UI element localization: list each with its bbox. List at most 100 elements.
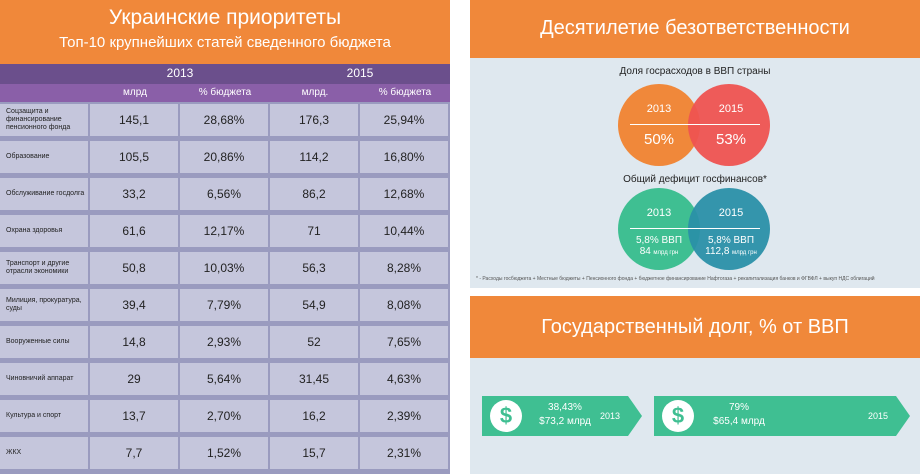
- value-2013: 39,4: [122, 298, 146, 312]
- cell-background: [270, 400, 358, 432]
- cell-background: [90, 141, 178, 173]
- percent-2013: 5,64%: [206, 372, 242, 386]
- debt-pct-2013: 38,43%: [548, 402, 582, 413]
- row-label: Образование: [6, 152, 50, 160]
- dollar-icon: $: [490, 400, 522, 432]
- percent-2013: 6,56%: [206, 187, 242, 201]
- row-label: Соцзащита и финансирование пенсионного ф…: [6, 107, 71, 132]
- table-row: Обслуживание госдолга 33,2 6,56% 86,2 12,68%: [0, 176, 450, 212]
- value-2013: 14,8: [122, 335, 146, 349]
- value-2013: 105,5: [118, 150, 150, 164]
- divider: [630, 228, 760, 229]
- debt-pct-2015: 79%: [728, 402, 749, 413]
- cell-background: [270, 326, 358, 358]
- debt-year-2013: 2013: [600, 411, 621, 421]
- divider: [630, 124, 760, 125]
- cell-background: [360, 400, 448, 432]
- value-2013: 145,1: [118, 113, 150, 127]
- percent-2015: 7,65%: [386, 335, 422, 349]
- cell-background: [0, 289, 88, 321]
- deficit-2013-details: 5,8% ВВП 84 млрд грн: [624, 235, 694, 257]
- percent-2015: 2,31%: [386, 446, 422, 460]
- cell-background: [0, 326, 88, 358]
- cell-background: [360, 215, 448, 247]
- cell-background: [180, 178, 268, 210]
- cell-background: [90, 104, 178, 136]
- deficit-2015-details: 5,8% ВВП 112,8 млрд грн: [696, 235, 766, 257]
- debt-panel: Государственный долг, % от ВВП $ 38,43% …: [470, 296, 920, 474]
- cell-background: [270, 104, 358, 136]
- cell-background: [0, 437, 88, 469]
- year-2015-label: 2015: [346, 66, 374, 80]
- cell-background: [270, 215, 358, 247]
- row-label: Вооруженные силы: [6, 337, 70, 345]
- value-2013: 50,8: [122, 261, 146, 275]
- cell-background: [270, 363, 358, 395]
- percent-2013: 10,03%: [203, 261, 245, 275]
- cell-background: [360, 178, 448, 210]
- row-label: Транспорт и другие отрасли экономики: [6, 259, 70, 275]
- cell-background: [90, 178, 178, 210]
- year-2013-label: 2013: [166, 66, 194, 80]
- cell-background: [0, 215, 88, 247]
- percent-2015: 10,44%: [383, 224, 425, 238]
- share-value-2013: 50%: [643, 131, 675, 148]
- row-label: ЖКХ: [6, 448, 22, 456]
- deficit-amount-2015: 112,8: [705, 246, 730, 257]
- cell-background: [270, 437, 358, 469]
- value-2015: 71: [307, 224, 321, 238]
- percent-2015: 8,28%: [386, 261, 422, 275]
- table-row: Соцзащита и финансирование пенсионного ф…: [0, 102, 450, 138]
- cell-background: [90, 215, 178, 247]
- table-row: Транспорт и другие отрасли экономики 50,8…: [0, 250, 450, 286]
- cell-background: [90, 326, 178, 358]
- percent-2013: 12,17%: [203, 224, 245, 238]
- subheader-pct-2015: % бюджета: [378, 87, 432, 98]
- debt-year-2015: 2015: [868, 411, 889, 421]
- column-subheaders: млрд % бюджета млрд. % бюджета: [0, 84, 450, 102]
- cell-background: [180, 104, 268, 136]
- value-2015: 86,2: [302, 187, 326, 201]
- deficit-label: Общий дефицит госфинансов*: [623, 174, 767, 185]
- cell-background: [90, 363, 178, 395]
- row-label: Милиция, прокуратура, суды: [6, 296, 82, 312]
- row-label: Обслуживание госдолга: [6, 189, 85, 197]
- cell-background: [0, 400, 88, 432]
- budget-header: Украинские приоритеты Топ-10 крупнейших …: [0, 0, 450, 64]
- share-label: Доля госрасходов в ВВП страны: [619, 66, 771, 77]
- cell-background: [180, 400, 268, 432]
- value-2013: 7,7: [125, 446, 143, 460]
- value-2015: 16,2: [302, 409, 326, 423]
- percent-2013: 2,70%: [206, 409, 242, 423]
- deficit-2013-circle: [618, 188, 700, 270]
- cell-background: [90, 400, 178, 432]
- cell-background: [360, 141, 448, 173]
- percent-2015: 16,80%: [383, 150, 425, 164]
- budget-title: Украинские приоритеты: [108, 6, 342, 29]
- cell-background: [0, 178, 88, 210]
- cell-background: [0, 104, 88, 136]
- row-label: Охрана здоровья: [6, 226, 63, 234]
- share-2013-circle: [618, 84, 700, 166]
- debt-title: Государственный долг, % от ВВП: [541, 316, 849, 338]
- deficit-unit-2013: млрд грн: [653, 250, 679, 256]
- share-2015-circle: [688, 84, 770, 166]
- cell-background: [180, 289, 268, 321]
- cell-background: [90, 252, 178, 284]
- budget-panel: Украинские приоритеты Топ-10 крупнейших …: [0, 0, 450, 474]
- footnote: * - Расходы госбюджета + Местные бюджеты…: [476, 276, 875, 282]
- spending-title: Десятилетие безответственности: [540, 17, 850, 39]
- years-header: 2013 2015: [0, 64, 450, 84]
- percent-2015: 25,94%: [383, 113, 425, 127]
- share-year-2013: 2013: [646, 103, 672, 115]
- cell-background: [360, 326, 448, 358]
- cell-background: [180, 437, 268, 469]
- deficit-year-2013: 2013: [646, 207, 672, 219]
- value-2015: 176,3: [298, 113, 330, 127]
- share-year-2015: 2015: [718, 103, 744, 115]
- budget-subtitle: Топ-10 крупнейших статей сведенного бюдж…: [59, 34, 391, 51]
- debt-header: Государственный долг, % от ВВП: [470, 296, 920, 358]
- percent-2013: 1,52%: [206, 446, 242, 460]
- cell-background: [270, 141, 358, 173]
- percent-2013: 2,93%: [206, 335, 242, 349]
